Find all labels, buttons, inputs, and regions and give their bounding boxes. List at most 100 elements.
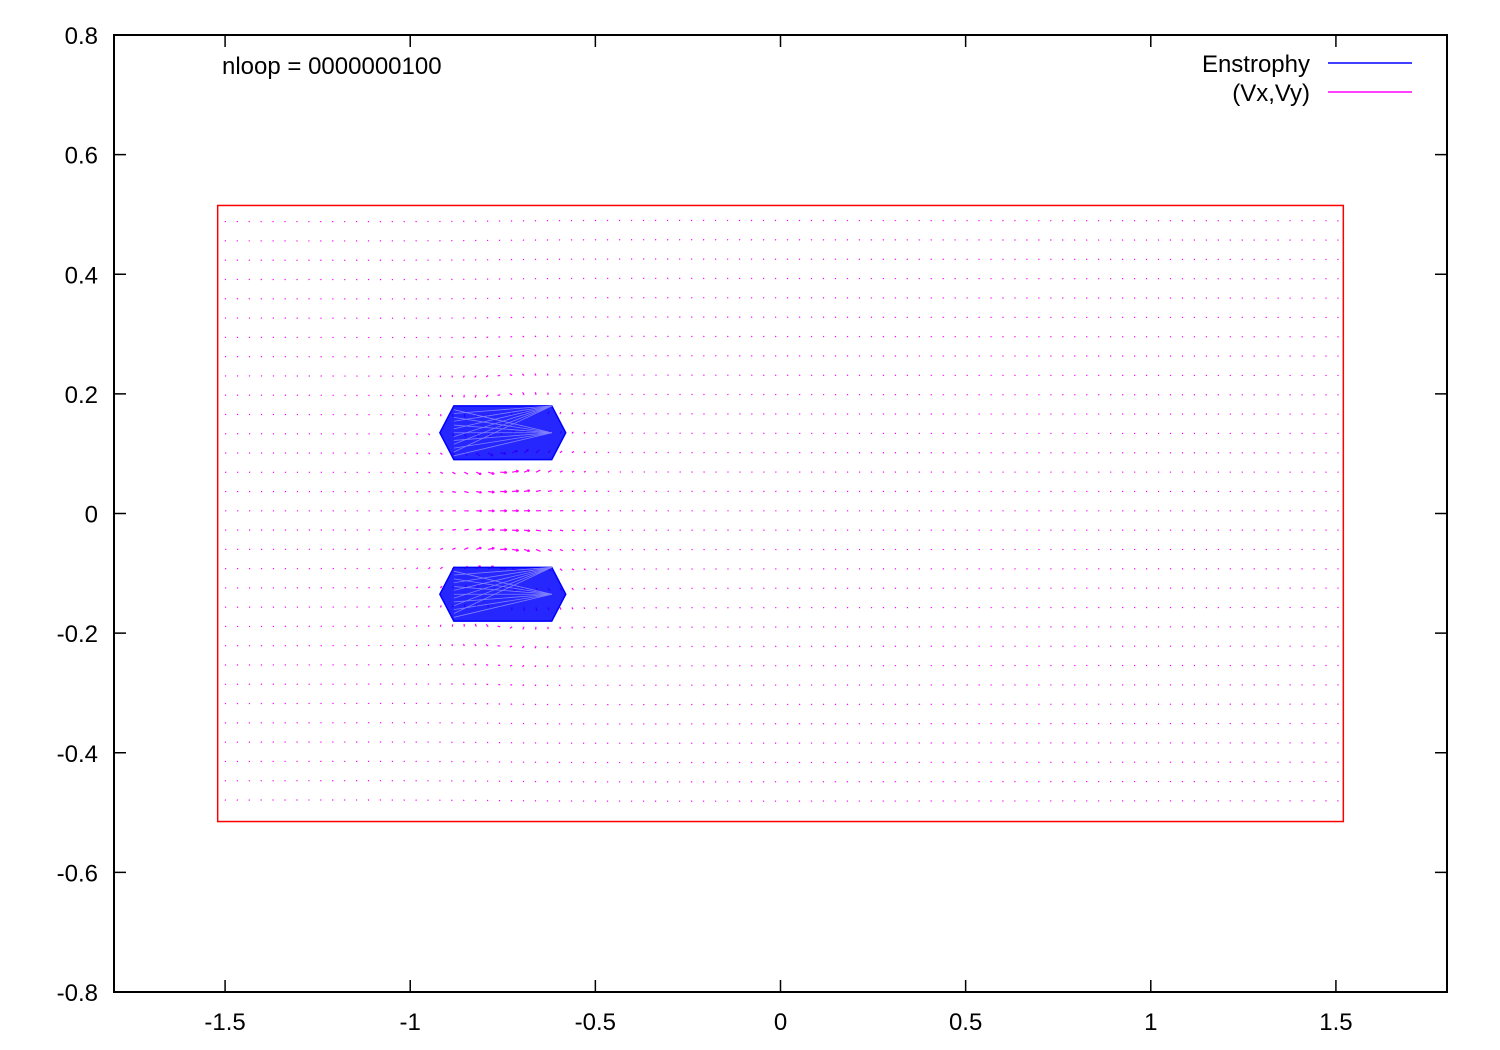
velocity-arrow xyxy=(332,394,335,397)
velocity-arrow xyxy=(667,606,669,609)
velocity-arrow xyxy=(870,684,873,686)
velocity-arrow xyxy=(846,277,849,280)
velocity-arrow xyxy=(1217,239,1220,241)
y-tick-label: 0.4 xyxy=(65,262,98,289)
velocity-arrow xyxy=(1121,239,1124,241)
velocity-arrow xyxy=(1145,761,1148,764)
velocity-arrow xyxy=(558,761,561,764)
velocity-arrow xyxy=(1109,780,1112,783)
velocity-arrow xyxy=(404,548,407,551)
velocity-arrow xyxy=(810,664,813,667)
velocity-arrow xyxy=(774,296,777,299)
velocity-arrow xyxy=(870,722,873,725)
velocity-arrow xyxy=(476,509,482,513)
velocity-arrow xyxy=(416,548,419,551)
velocity-arrow xyxy=(703,432,705,435)
velocity-arrow xyxy=(774,645,777,648)
velocity-arrow xyxy=(1061,800,1064,802)
velocity-arrow xyxy=(451,297,453,300)
velocity-arrow xyxy=(415,259,417,261)
velocity-arrow xyxy=(368,433,370,435)
velocity-arrow xyxy=(583,568,586,571)
velocity-arrow xyxy=(858,684,861,686)
velocity-arrow xyxy=(1229,219,1232,222)
velocity-arrow xyxy=(882,722,885,725)
velocity-arrow xyxy=(583,393,585,396)
velocity-arrow xyxy=(762,393,765,396)
velocity-arrow xyxy=(559,548,564,552)
velocity-arrow xyxy=(858,277,861,280)
velocity-arrow xyxy=(451,317,453,319)
velocity-arrow xyxy=(509,374,513,377)
velocity-arrow xyxy=(284,336,287,339)
velocity-arrow xyxy=(631,626,633,629)
velocity-arrow xyxy=(462,760,465,763)
velocity-arrow xyxy=(1085,239,1088,241)
velocity-arrow xyxy=(607,607,610,609)
velocity-arrow xyxy=(439,721,441,724)
velocity-arrow xyxy=(786,780,789,783)
velocity-arrow xyxy=(774,761,777,764)
velocity-arrow xyxy=(942,258,944,261)
velocity-arrow xyxy=(619,568,622,570)
velocity-arrow xyxy=(727,645,729,648)
velocity-arrow xyxy=(224,394,227,396)
velocity-arrow xyxy=(786,335,789,338)
velocity-arrow xyxy=(474,663,477,666)
velocity-arrow xyxy=(344,433,347,435)
velocity-arrow xyxy=(810,780,813,783)
velocity-arrow xyxy=(476,528,482,532)
velocity-arrow xyxy=(1014,277,1016,280)
velocity-arrow xyxy=(534,277,537,280)
velocity-arrow xyxy=(452,528,456,531)
velocity-arrow xyxy=(690,316,693,318)
velocity-arrow xyxy=(762,703,765,706)
velocity-arrow xyxy=(739,645,741,648)
velocity-arrow xyxy=(1038,297,1040,299)
velocity-arrow xyxy=(942,780,944,783)
velocity-arrow xyxy=(595,587,598,590)
velocity-arrow xyxy=(714,703,717,706)
velocity-arrow xyxy=(894,703,897,706)
velocity-arrow xyxy=(582,761,585,764)
velocity-arrow xyxy=(726,296,729,299)
velocity-arrow xyxy=(594,800,597,802)
velocity-arrow xyxy=(762,335,765,338)
velocity-arrow xyxy=(1026,316,1028,319)
velocity-arrow xyxy=(462,355,465,359)
velocity-arrow xyxy=(236,741,239,743)
velocity-arrow xyxy=(762,374,765,377)
velocity-arrow xyxy=(643,587,646,590)
velocity-arrow xyxy=(774,335,777,338)
velocity-arrow xyxy=(1014,297,1016,299)
velocity-arrow xyxy=(474,336,477,339)
y-tick-label: 0.6 xyxy=(65,143,98,170)
velocity-arrow xyxy=(1121,742,1124,744)
velocity-arrow xyxy=(702,296,705,299)
velocity-arrow xyxy=(392,394,394,397)
velocity-arrow xyxy=(655,606,657,609)
velocity-arrow xyxy=(894,219,897,222)
velocity-arrow xyxy=(308,413,311,416)
velocity-arrow xyxy=(679,664,681,667)
velocity-arrow xyxy=(894,277,897,280)
velocity-arrow xyxy=(439,317,441,319)
velocity-arrow xyxy=(296,298,298,300)
velocity-arrow xyxy=(834,722,837,725)
velocity-arrow xyxy=(296,413,299,416)
velocity-arrow xyxy=(452,471,456,475)
velocity-arrow xyxy=(1061,219,1064,222)
velocity-arrow xyxy=(714,296,717,299)
velocity-arrow xyxy=(451,760,453,763)
velocity-arrow xyxy=(727,374,729,377)
velocity-arrow xyxy=(679,606,681,609)
velocity-arrow xyxy=(679,626,681,628)
velocity-arrow xyxy=(810,355,813,357)
velocity-arrow xyxy=(738,722,741,725)
velocity-arrow xyxy=(667,335,669,338)
velocity-arrow xyxy=(738,354,741,357)
velocity-arrow xyxy=(1229,780,1232,783)
velocity-arrow xyxy=(464,490,469,494)
velocity-arrow xyxy=(798,335,801,338)
velocity-arrow xyxy=(368,586,370,589)
